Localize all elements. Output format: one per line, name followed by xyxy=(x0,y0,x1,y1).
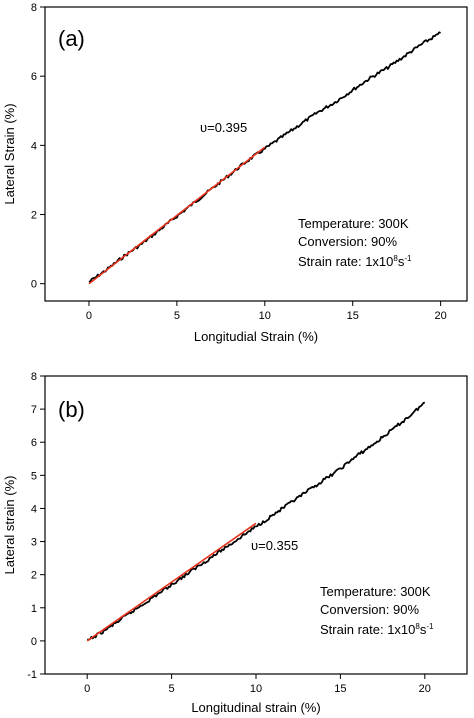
y-tick-label-b-6: 5 xyxy=(31,470,37,482)
annotation-strain-rate-a: Strain rate: 1x108s-1 xyxy=(298,254,412,269)
annotation-strain-rate-exp-a: 8 xyxy=(393,254,398,263)
annotation-strain-rate-unit-exp-b: -1 xyxy=(426,622,434,631)
y-tick-label-b-5: 4 xyxy=(31,503,37,515)
annotation-temperature-a: Temperature: 300K xyxy=(298,216,409,231)
y-tick-label-b-2: 1 xyxy=(31,603,37,615)
y-tick-label-a-4: 8 xyxy=(31,2,37,14)
x-tick-label-a-2: 10 xyxy=(259,310,271,322)
y-tick-label-b-8: 7 xyxy=(31,404,37,416)
y-axis-label-a: Lateral Strain (%) xyxy=(2,103,17,204)
annotation-strain-rate-base-b: Strain rate: 1x10 xyxy=(320,622,415,637)
x-tick-label-a-3: 15 xyxy=(347,310,359,322)
series-b xyxy=(86,401,426,642)
fit-label-a: υ=0.395 xyxy=(200,120,247,135)
x-tick-label-b-2: 10 xyxy=(250,683,262,695)
panel-label-a: (a) xyxy=(58,26,85,51)
x-axis-label-b: Longitudinal strain (%) xyxy=(191,700,320,715)
x-tick-label-b-4: 20 xyxy=(419,683,431,695)
annotation-strain-rate-b: Strain rate: 1x108s-1 xyxy=(320,622,434,637)
series-a xyxy=(88,31,441,285)
y-axis-label-b: Lateral strain (%) xyxy=(2,476,17,575)
annotation-strain-rate-unit-exp-a: -1 xyxy=(404,254,412,263)
x-tick-label-a-1: 5 xyxy=(174,310,180,322)
y-tick-label-a-1: 2 xyxy=(31,210,37,222)
y-tick-label-a-2: 4 xyxy=(31,140,37,152)
annotation-strain-rate-unit-a: s xyxy=(398,254,405,269)
y-tick-label-b-3: 2 xyxy=(31,570,37,582)
y-tick-label-a-0: 0 xyxy=(31,279,37,291)
x-tick-label-a-4: 20 xyxy=(435,310,447,322)
panel-a: 0 5 10 15 20 0 2 4 6 8 (a) υ=0.395 Temperature: 3… xyxy=(2,2,468,344)
y-tick-label-b-1: 0 xyxy=(31,636,37,648)
y-tick-label-b-7: 6 xyxy=(31,437,37,449)
annotation-strain-rate-exp-b: 8 xyxy=(415,622,420,631)
plot-frame-a xyxy=(44,6,468,302)
y-tick-label-b-9: 8 xyxy=(31,371,37,383)
x-tick-label-b-1: 5 xyxy=(169,683,175,695)
fit-line-a xyxy=(88,146,266,285)
fit-label-b: υ=0.355 xyxy=(251,538,298,553)
ticks-a: 0 5 10 15 20 0 2 4 6 8 xyxy=(31,2,447,322)
annotation-conversion-a: Conversion: 90% xyxy=(298,234,397,249)
x-tick-label-a-0: 0 xyxy=(86,310,92,322)
x-tick-label-b-3: 15 xyxy=(334,683,346,695)
panel-label-b: (b) xyxy=(58,397,85,422)
data-series-b xyxy=(86,401,426,641)
y-tick-label-a-3: 6 xyxy=(31,71,37,83)
y-tick-label-b-0: -1 xyxy=(27,669,37,681)
ticks-b: 0 5 10 15 20 -1 0 1 2 3 4 5 6 7 8 xyxy=(27,371,431,695)
x-tick-label-b-0: 0 xyxy=(84,683,90,695)
annotation-strain-rate-unit-b: s xyxy=(420,622,427,637)
y-tick-label-b-4: 3 xyxy=(31,537,37,549)
fit-line-b xyxy=(86,522,257,642)
x-axis-label-a: Longitudial Strain (%) xyxy=(194,329,318,344)
panel-b: 0 5 10 15 20 -1 0 1 2 3 4 5 6 7 8 (b) υ=0.355 Temperat… xyxy=(2,371,468,715)
annotation-strain-rate-base-a: Strain rate: 1x10 xyxy=(298,254,393,269)
annotation-temperature-b: Temperature: 300K xyxy=(320,584,431,599)
annotation-conversion-b: Conversion: 90% xyxy=(320,602,419,617)
